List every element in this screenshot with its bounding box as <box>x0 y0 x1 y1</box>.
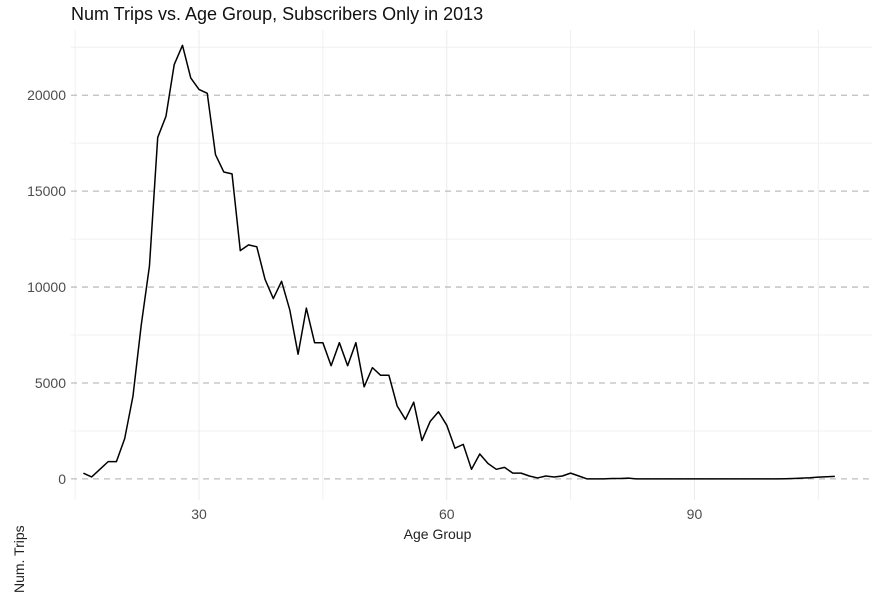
y-tick-label: 10000 <box>27 279 66 295</box>
y-tick-label: 5000 <box>35 375 66 391</box>
x-tick-labels: 30 60 90 <box>191 506 702 522</box>
y-tick-label: 15000 <box>27 183 66 199</box>
y-axis-label-wrap: Num. Trips <box>6 303 27 593</box>
x-axis-label: Age Group <box>403 526 472 542</box>
chart-title: Num Trips vs. Age Group, Subscribers Onl… <box>71 4 484 24</box>
y-tick-labels: 0 5000 10000 15000 20000 <box>27 87 66 487</box>
x-tick-label: 30 <box>191 506 207 522</box>
y-tick-label: 20000 <box>27 87 66 103</box>
series-line <box>83 44 835 480</box>
x-tick-label: 60 <box>439 506 455 522</box>
major-gridlines <box>71 30 872 500</box>
y-tick-label: 0 <box>58 471 66 487</box>
line-chart: 0 5000 10000 15000 20000 30 60 90 <box>27 30 872 522</box>
minor-gridlines <box>71 30 872 500</box>
x-axis-label-wrap: Age Group <box>0 526 880 542</box>
series-layer <box>83 44 835 480</box>
x-tick-label: 90 <box>687 506 703 522</box>
